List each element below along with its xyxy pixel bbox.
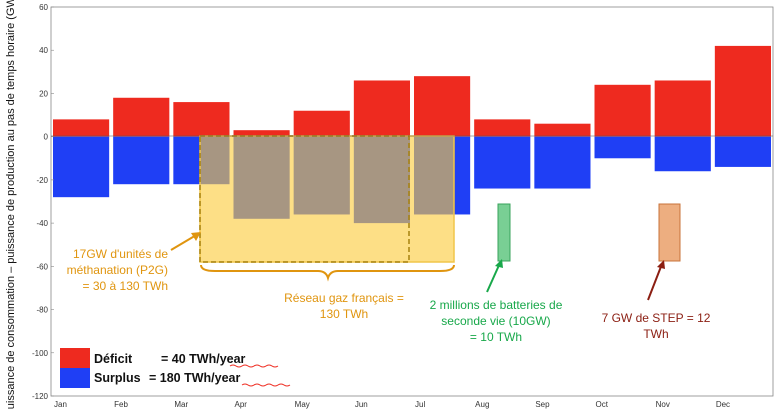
x-tick-label: Dec — [716, 400, 730, 409]
p2g-line-2: méthanation (P2G) — [67, 263, 168, 277]
y-tick-label: -20 — [36, 176, 48, 185]
y-tick-label: 0 — [44, 133, 49, 142]
legend-value-deficit: = 40 TWh/year — [161, 352, 246, 366]
surplus-bar — [534, 136, 591, 189]
x-tick-label: Aug — [475, 400, 489, 409]
surplus-bar — [474, 136, 531, 189]
battery-arrow — [486, 262, 501, 293]
gas-network-annotation: Réseau gaz français = 130 TWh — [284, 291, 404, 321]
legend-value-underline — [229, 364, 291, 387]
y-tick-label: -100 — [32, 349, 49, 358]
deficit-bar — [233, 130, 290, 137]
deficit-bar — [714, 45, 771, 137]
step-box — [658, 203, 681, 262]
legend-swatch-surplus — [60, 368, 90, 388]
surplus-bar — [53, 136, 110, 198]
deficit-bar — [414, 76, 471, 137]
deficit-bar — [353, 80, 410, 137]
x-tick-label: May — [295, 400, 310, 409]
battery-line-1: 2 millions de batteries de — [430, 298, 563, 312]
y-tick-label: -60 — [36, 262, 48, 271]
gas-network-line-2: 130 TWh — [320, 307, 368, 321]
y-tick-label: -80 — [36, 306, 48, 315]
deficit-bar — [474, 119, 531, 137]
battery-annotation: 2 millions de batteries de seconde vie (… — [430, 298, 563, 344]
battery-box — [497, 203, 511, 262]
x-tick-label: Jan — [54, 400, 67, 409]
legend-value-surplus: = 180 TWh/year — [149, 371, 240, 385]
y-tick-label: -40 — [36, 219, 48, 228]
step-arrow-head — [657, 260, 665, 269]
plot-frame — [50, 6, 774, 397]
x-tick-label: Jul — [415, 400, 425, 409]
x-tick-label: Jun — [355, 400, 368, 409]
legend-label-surplus: Surplus — [94, 371, 141, 385]
surplus-bar — [714, 136, 771, 167]
y-tick-label: 60 — [39, 3, 48, 12]
gas-network-line-1: Réseau gaz français = — [284, 291, 404, 305]
p2g-line-1: 17GW d'unités de — [73, 247, 168, 261]
legend: Déficit = 40 TWh/year Surplus = 180 TWh/… — [60, 348, 291, 388]
y-axis-label: Puissance de consommation – puissance de… — [5, 0, 17, 409]
x-axis-ticks: Jan Feb Mar Apr May Jun Jul Aug Sep Oct Nov Dec — [54, 400, 730, 409]
deficit-bar — [534, 123, 591, 137]
y-tick-label: 40 — [39, 46, 48, 55]
battery-line-2: seconde vie (10GW) — [441, 314, 550, 328]
p2g-arrow-head — [191, 232, 201, 241]
deficit-bar — [654, 80, 711, 137]
surplus-bar — [113, 136, 170, 185]
y-tick-label: -120 — [32, 392, 49, 401]
p2g-annotation: 17GW d'unités de méthanation (P2G) = 30 … — [67, 247, 169, 293]
p2g-line-3: = 30 à 130 TWh — [83, 279, 169, 293]
legend-label-deficit: Déficit — [94, 352, 133, 366]
x-tick-label: Oct — [596, 400, 609, 409]
gas-network-brace — [200, 264, 455, 282]
surplus-bar — [594, 136, 651, 159]
deficit-bar — [173, 102, 230, 137]
x-tick-label: Apr — [235, 400, 248, 409]
step-arrow — [647, 263, 663, 301]
battery-arrow-head — [495, 259, 503, 268]
x-tick-label: Mar — [174, 400, 188, 409]
deficit-bar — [594, 84, 651, 137]
x-tick-label: Sep — [535, 400, 550, 409]
deficit-bar — [293, 110, 350, 137]
deficit-bar — [53, 119, 110, 137]
step-line-2: TWh — [643, 327, 668, 341]
x-tick-label: Feb — [114, 400, 128, 409]
deficit-bar — [113, 97, 170, 137]
legend-swatch-deficit — [60, 348, 90, 368]
surplus-bar — [654, 136, 711, 172]
step-annotation: 7 GW de STEP = 12 TWh — [602, 311, 711, 341]
gas-network-box — [199, 135, 455, 263]
x-tick-label: Nov — [656, 400, 670, 409]
battery-line-3: = 10 TWh — [470, 330, 522, 344]
step-line-1: 7 GW de STEP = 12 — [602, 311, 711, 325]
y-axis-ticks: 60 40 20 0 -20 -40 -60 -80 -100 -120 — [32, 3, 54, 401]
y-tick-label: 20 — [39, 89, 48, 98]
